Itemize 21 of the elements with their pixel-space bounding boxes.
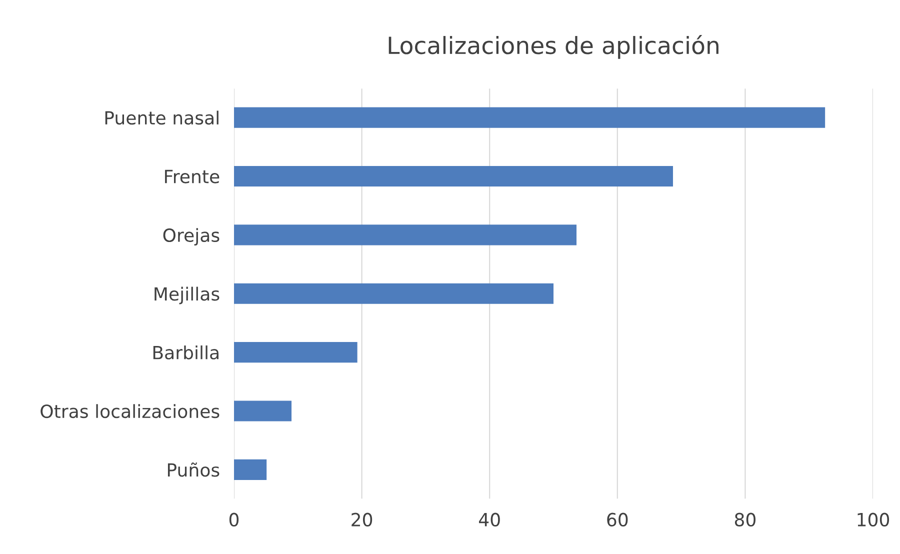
x-tick-label: 0 <box>229 512 239 526</box>
x-tick-label: 40 <box>478 512 500 526</box>
x-tick-label: 60 <box>607 512 628 526</box>
bar <box>234 224 577 246</box>
bar <box>234 107 826 128</box>
y-tick-label: Frente <box>165 170 220 184</box>
bar <box>234 400 292 422</box>
y-tick-label: Puente nasal <box>105 110 218 125</box>
bar <box>234 283 554 304</box>
x-tick-label: 80 <box>734 512 756 526</box>
y-tick-label: Orejas <box>163 228 220 246</box>
y-tick-label: Otras localizaciones <box>40 404 220 418</box>
bar <box>234 166 673 187</box>
y-tick-label: Barbilla <box>153 345 218 360</box>
y-tick-label: Mejillas <box>154 286 220 304</box>
chart-title: Localizaciones de aplicación <box>388 35 718 59</box>
bar <box>234 342 358 363</box>
bar <box>234 459 267 480</box>
y-tick-label: Puños <box>168 462 220 477</box>
x-tick-label: 20 <box>352 512 372 526</box>
x-tick-label: 100 <box>858 512 890 526</box>
